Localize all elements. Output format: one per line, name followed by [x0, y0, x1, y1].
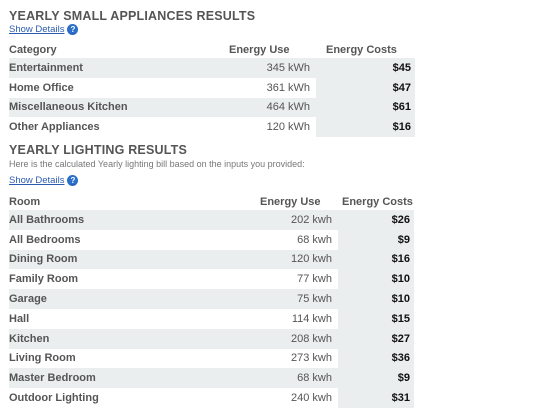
row-energy-cost: $26	[338, 210, 414, 230]
table-row: All Bedrooms 68 kwh $9	[9, 229, 414, 250]
column-header-energy-costs: Energy Costs	[326, 44, 397, 56]
table-row: Home Office 361 kWh $47	[9, 77, 415, 98]
table-row: Miscellaneous Kitchen 464 kWh $61	[9, 97, 415, 118]
row-name: Living Room	[9, 352, 76, 365]
row-energy-cost: $16	[338, 249, 414, 270]
row-energy-use: 68 kwh	[250, 368, 338, 389]
table-row: All Bathrooms 202 kwh $26	[9, 210, 414, 230]
row-name: Master Bedroom	[9, 368, 250, 389]
row-energy-use: 75 kwh	[250, 289, 338, 309]
row-energy-use: 120 kWh	[266, 121, 310, 134]
lighting-show-details-link[interactable]: Show Details ?	[9, 175, 79, 186]
row-energy-use: 77 kwh	[297, 273, 332, 286]
row-energy-cost: $15	[338, 308, 414, 329]
table-row: Outdoor Lighting 240 kwh $31	[9, 388, 414, 408]
table-row: Kitchen 208 kwh $27	[9, 328, 414, 349]
row-name: Outdoor Lighting	[9, 392, 99, 405]
row-energy-use: 120 kwh	[250, 249, 338, 270]
row-name: Entertainment	[9, 58, 219, 78]
help-icon[interactable]: ?	[67, 175, 79, 186]
row-energy-cost: $9	[338, 368, 414, 389]
lighting-section-title: YEARLY LIGHTING RESULTS	[9, 143, 188, 157]
row-name: Dining Room	[9, 249, 250, 270]
row-energy-cost: $9	[338, 229, 414, 250]
row-energy-cost: $36	[338, 348, 414, 369]
table-row: Hall 114 kwh $15	[9, 308, 414, 329]
row-energy-use: 273 kwh	[291, 352, 332, 365]
table-row: Living Room 273 kwh $36	[9, 348, 414, 369]
row-name: Family Room	[9, 273, 79, 286]
column-header-energy-use: Energy Use	[260, 196, 321, 208]
row-energy-use: 240 kwh	[291, 392, 332, 405]
column-header-room: Room	[9, 196, 41, 208]
row-energy-cost: $27	[338, 328, 414, 349]
table-header-row: Category Energy Use Energy Costs	[9, 42, 415, 58]
table-row: Other Appliances 120 kWh $16	[9, 117, 415, 138]
column-header-category: Category	[9, 44, 57, 56]
help-icon[interactable]: ?	[67, 24, 79, 35]
row-name: Miscellaneous Kitchen	[9, 97, 219, 118]
row-energy-cost: $47	[316, 77, 415, 98]
table-row: Entertainment 345 kWh $45	[9, 58, 415, 78]
row-name: All Bathrooms	[9, 210, 250, 230]
row-energy-cost: $10	[338, 289, 414, 309]
appliances-show-details-label: Show Details	[9, 24, 65, 35]
row-energy-cost: $16	[316, 117, 415, 138]
row-energy-use: 361 kWh	[266, 81, 310, 94]
column-header-energy-use: Energy Use	[229, 44, 290, 56]
row-name: Other Appliances	[9, 121, 100, 134]
row-energy-use: 202 kwh	[250, 210, 338, 230]
table-header-row: Room Energy Use Energy Costs	[9, 194, 414, 210]
appliances-table: Category Energy Use Energy Costs Enterta…	[9, 42, 415, 138]
lighting-subtitle: Here is the calculated Yearly lighting b…	[9, 159, 305, 169]
table-row: Family Room 77 kwh $10	[9, 269, 414, 290]
row-energy-use: 68 kwh	[297, 233, 332, 246]
column-header-energy-costs: Energy Costs	[342, 196, 413, 208]
row-name: All Bedrooms	[9, 233, 81, 246]
row-energy-cost: $31	[338, 388, 414, 408]
row-name: Home Office	[9, 81, 74, 94]
row-name: Hall	[9, 312, 30, 325]
appliances-show-details-link[interactable]: Show Details ?	[9, 24, 79, 35]
row-energy-cost: $61	[316, 97, 415, 118]
lighting-show-details-label: Show Details	[9, 175, 65, 186]
table-row: Master Bedroom 68 kwh $9	[9, 368, 414, 389]
row-energy-use: 208 kwh	[250, 328, 338, 349]
appliances-section-title: YEARLY SMALL APPLIANCES RESULTS	[9, 9, 256, 23]
lighting-table: Room Energy Use Energy Costs All Bathroo…	[9, 194, 414, 408]
row-energy-cost: $10	[338, 269, 414, 290]
table-row: Dining Room 120 kwh $16	[9, 249, 414, 270]
row-name: Garage	[9, 289, 250, 309]
row-name: Kitchen	[9, 328, 250, 349]
row-energy-use: 464 kWh	[219, 97, 316, 118]
row-energy-use: 114 kwh	[291, 312, 332, 325]
row-energy-cost: $45	[316, 58, 415, 78]
table-row: Garage 75 kwh $10	[9, 289, 414, 309]
row-energy-use: 345 kWh	[219, 58, 316, 78]
